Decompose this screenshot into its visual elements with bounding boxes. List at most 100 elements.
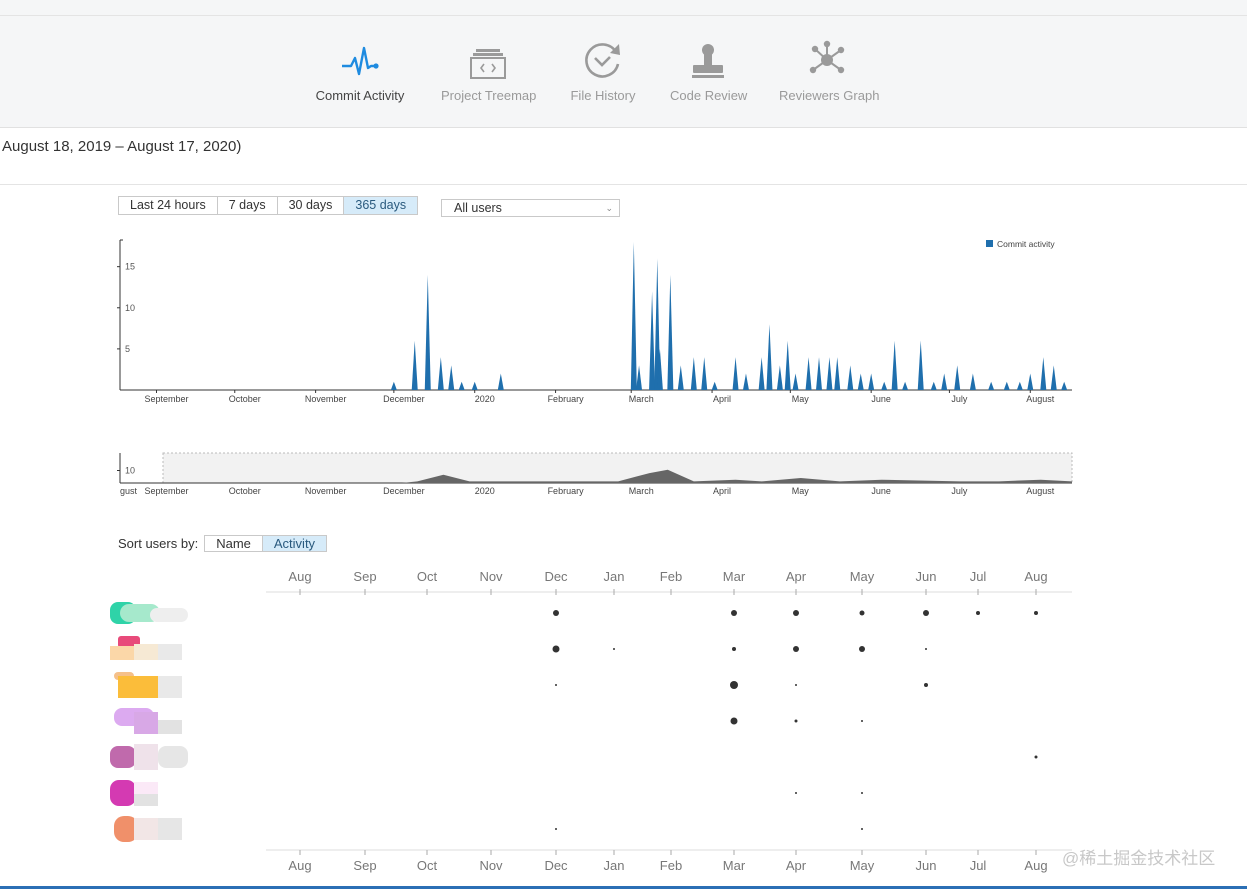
tab-reviewers-graph[interactable]: Reviewers Graph bbox=[779, 36, 879, 103]
commit-spike bbox=[677, 365, 684, 390]
x-tick-label: April bbox=[713, 394, 731, 404]
tab-file-history[interactable]: File History bbox=[570, 36, 636, 103]
activity-dot bbox=[795, 684, 797, 686]
avatar[interactable] bbox=[110, 672, 190, 698]
watermark: @稀土掘金技术社区 bbox=[1062, 849, 1216, 868]
sort-label: Sort users by: bbox=[118, 536, 199, 551]
x-tick-label: September bbox=[144, 394, 188, 404]
tab-label: File History bbox=[570, 88, 636, 103]
commit-spike bbox=[954, 365, 961, 390]
tab-project-treemap[interactable]: Project Treemap bbox=[441, 36, 537, 103]
commit-spike bbox=[868, 373, 875, 390]
activity-dot bbox=[732, 647, 736, 651]
commit-spike bbox=[881, 381, 888, 390]
month-label-bottom: Mar bbox=[723, 858, 746, 873]
range-30-days-button[interactable]: 30 days bbox=[277, 197, 345, 214]
pulse-icon bbox=[314, 36, 406, 80]
commit-spike bbox=[437, 357, 444, 390]
commit-spike bbox=[1016, 381, 1023, 390]
treemap-icon bbox=[441, 36, 535, 80]
tab-code-review[interactable]: Code Review bbox=[670, 36, 747, 103]
brush-selection bbox=[162, 452, 1073, 484]
activity-dot bbox=[1034, 611, 1038, 615]
month-label-bottom: Apr bbox=[786, 858, 807, 873]
activity-dot bbox=[613, 648, 615, 650]
x-tick-label: October bbox=[229, 394, 261, 404]
commit-spike bbox=[649, 291, 656, 390]
commit-spike bbox=[834, 357, 841, 390]
history-icon bbox=[570, 36, 636, 80]
activity-dot bbox=[730, 717, 738, 725]
commit-spike bbox=[636, 365, 643, 390]
overview-brush-chart[interactable]: 10 gust September October November December 20… bbox=[110, 446, 1090, 506]
activity-dot bbox=[1034, 755, 1038, 759]
range-7-days-button[interactable]: 7 days bbox=[217, 197, 278, 214]
avatar[interactable] bbox=[110, 816, 190, 842]
x-tick-label: September bbox=[144, 486, 188, 496]
x-tick-label: June bbox=[871, 394, 891, 404]
commit-spike bbox=[941, 373, 948, 390]
commit-spike bbox=[917, 340, 924, 390]
month-label-top: Aug bbox=[288, 569, 311, 584]
avatar[interactable] bbox=[110, 708, 190, 734]
commit-spike bbox=[390, 381, 397, 390]
report-tab-bar: Commit Activity Project Treemap File His… bbox=[0, 16, 1247, 128]
commit-spike bbox=[792, 373, 799, 390]
user-filter-select[interactable]: All users ⌄ bbox=[441, 199, 620, 217]
y-tick-label: 10 bbox=[125, 466, 135, 476]
top-strip bbox=[0, 0, 1247, 16]
activity-dot bbox=[552, 645, 560, 653]
month-label-bottom: Jul bbox=[970, 858, 987, 873]
activity-dot bbox=[555, 828, 557, 830]
month-label-top: Apr bbox=[786, 569, 807, 584]
month-label-bottom: Feb bbox=[660, 858, 682, 873]
commit-spike bbox=[656, 348, 663, 390]
commit-spike bbox=[667, 274, 674, 390]
commit-spike bbox=[1061, 381, 1068, 390]
activity-dot bbox=[555, 684, 557, 686]
sort-by-activity-button[interactable]: Activity bbox=[262, 536, 327, 551]
commit-spike bbox=[1050, 365, 1057, 390]
month-label-top: Nov bbox=[479, 569, 503, 584]
range-365-days-button[interactable]: 365 days bbox=[344, 197, 418, 214]
tab-commit-activity[interactable]: Commit Activity bbox=[314, 36, 406, 103]
sort-by-name-button[interactable]: Name bbox=[205, 536, 263, 551]
tab-label: Commit Activity bbox=[315, 88, 405, 103]
tab-label: Project Treemap bbox=[441, 88, 537, 103]
activity-dot bbox=[923, 610, 929, 616]
activity-dot bbox=[793, 646, 799, 652]
month-label-top: Sep bbox=[353, 569, 376, 584]
commit-spike bbox=[857, 373, 864, 390]
activity-dot bbox=[925, 648, 927, 650]
month-label-bottom: Aug bbox=[1024, 858, 1047, 873]
commit-spike bbox=[758, 357, 765, 390]
x-tick-label: December bbox=[383, 394, 425, 404]
commit-spike bbox=[497, 373, 504, 390]
x-tick-label: 2020 bbox=[475, 486, 495, 496]
activity-dot bbox=[795, 792, 797, 794]
stamp-icon bbox=[670, 36, 745, 80]
divider bbox=[0, 184, 1247, 185]
x-tick-label: August bbox=[1026, 486, 1055, 496]
x-tick-label: March bbox=[629, 394, 654, 404]
commit-spike bbox=[776, 365, 783, 390]
commit-spike bbox=[732, 357, 739, 390]
commit-spike bbox=[711, 381, 718, 390]
activity-dot bbox=[553, 610, 559, 616]
activity-dot bbox=[859, 646, 865, 652]
avatar[interactable] bbox=[110, 744, 190, 770]
avatar[interactable] bbox=[110, 636, 190, 662]
avatar[interactable] bbox=[110, 780, 190, 806]
activity-dot bbox=[859, 610, 865, 616]
activity-dot bbox=[794, 719, 798, 723]
commit-spike bbox=[690, 357, 697, 390]
avatar[interactable] bbox=[110, 600, 190, 626]
month-label-bottom: Aug bbox=[288, 858, 311, 873]
range-last-24-hours-button[interactable]: Last 24 hours bbox=[119, 197, 218, 214]
time-range-selector: Last 24 hours 7 days 30 days 365 days bbox=[118, 196, 419, 215]
x-tick-label: July bbox=[951, 394, 968, 404]
month-label-top: Feb bbox=[660, 569, 682, 584]
month-label-bottom: Jan bbox=[604, 858, 625, 873]
commit-spike bbox=[902, 381, 909, 390]
user-activity-punchcard: Aug Aug Sep Sep Oct Oct Nov Nov Dec Dec Jan Jan Feb F… bbox=[266, 569, 1072, 873]
